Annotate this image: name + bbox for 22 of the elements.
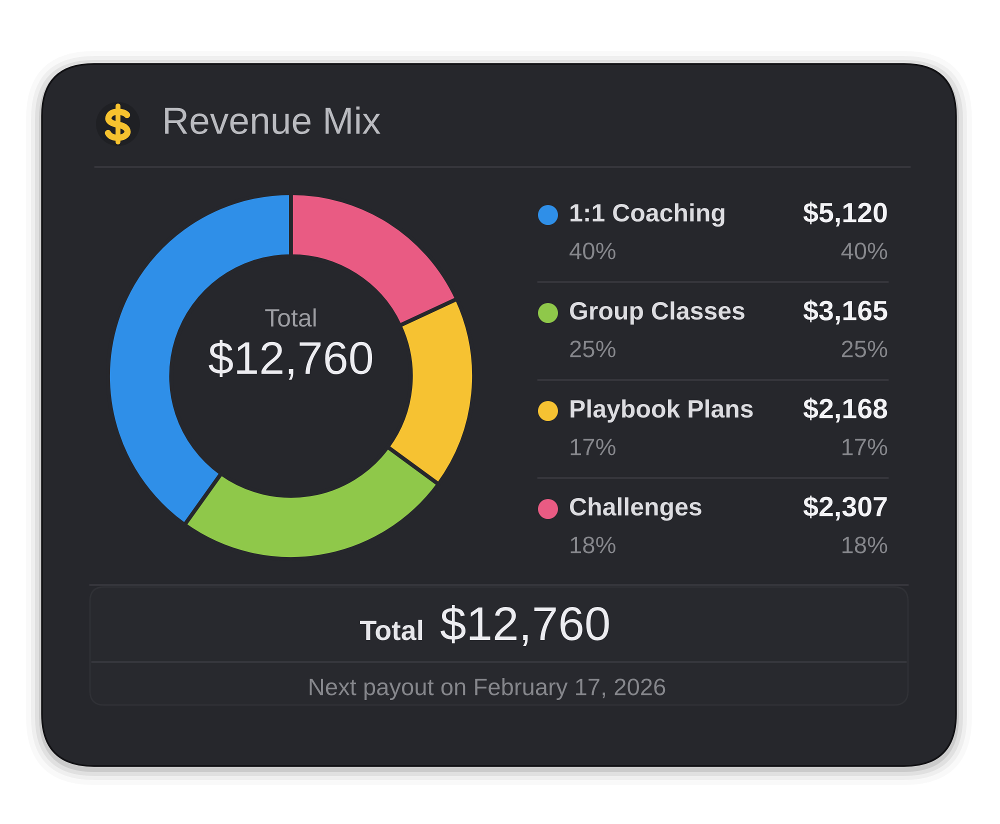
text: Total (360, 620, 422, 640)
text: 17% (842, 438, 888, 456)
text: Next payout on February 17, 2026 (310, 678, 666, 700)
text: 25% (570, 340, 616, 358)
text: Total (265, 308, 316, 327)
text: $12,760 (208, 340, 372, 380)
text: $12,760 (440, 605, 609, 646)
data-label: $5,120 (803, 202, 887, 226)
legend-label: Group Classes (570, 301, 744, 325)
text: 40% (841, 242, 888, 260)
data-label: $2,168 (803, 398, 888, 422)
legend-label: Challenges (570, 497, 702, 521)
chart-title: Revenue Mix (165, 106, 380, 134)
text: 18% (842, 536, 888, 554)
legend-label: Playbook Plans (570, 399, 753, 423)
text: 18% (570, 536, 616, 554)
text: 40% (570, 242, 616, 260)
text: 17% (570, 438, 616, 456)
data-label: $3,165 (803, 300, 888, 324)
text: 25% (842, 340, 888, 358)
data-label: $2,307 (803, 496, 887, 520)
legend-label: 1:1 Coaching (570, 203, 724, 227)
